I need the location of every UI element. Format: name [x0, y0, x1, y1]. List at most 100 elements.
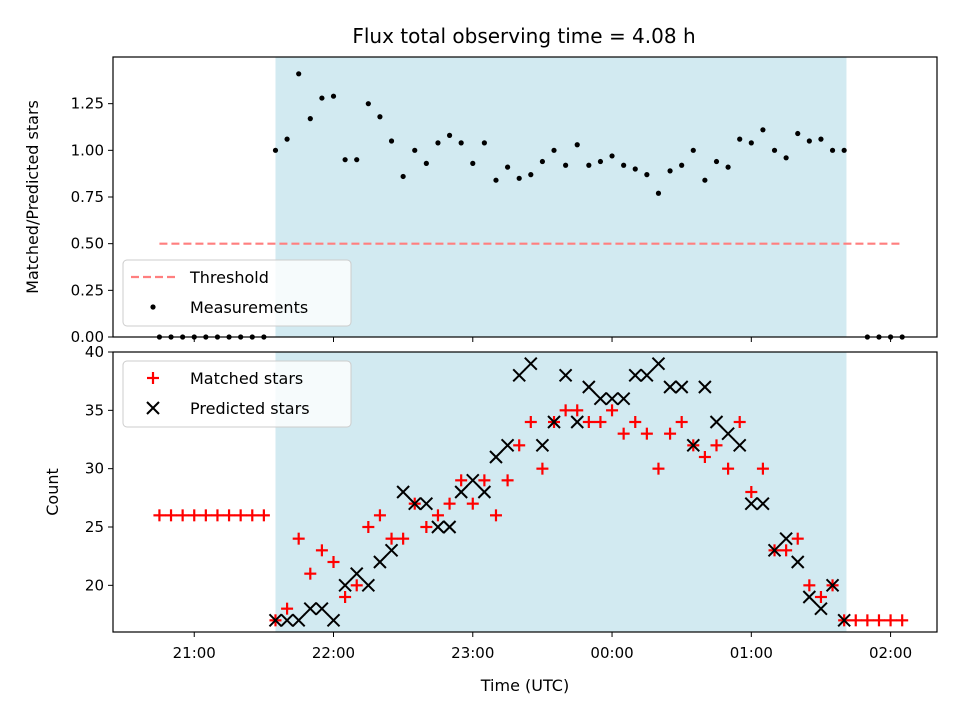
matched-star-point	[257, 509, 270, 522]
x-tick-label: 02:00	[869, 644, 912, 662]
measurement-point	[679, 162, 685, 168]
predicted-star-point	[640, 368, 654, 383]
predicted-star-point	[674, 380, 689, 394]
predicted-star-point	[837, 613, 851, 628]
measurement-point	[563, 162, 569, 168]
matched-star-point	[710, 439, 723, 452]
predicted-star-point	[605, 391, 619, 406]
matched-star-point	[292, 532, 305, 545]
predicted-star-b	[709, 415, 724, 429]
matched-star-point	[304, 567, 317, 580]
measurement-point	[760, 127, 766, 133]
y-tick-label: 1.25	[71, 95, 104, 113]
x-axis-label: Time (UTC)	[480, 676, 569, 695]
predicted-star-b	[408, 496, 422, 511]
measurement-point	[829, 147, 836, 153]
predicted-star-b	[837, 613, 851, 628]
measurement-point	[284, 136, 290, 142]
matched-star-point	[234, 509, 247, 522]
measurement-point	[725, 164, 731, 170]
predicted-star-b	[698, 380, 712, 394]
y-tick-label: 25	[85, 518, 104, 536]
measurement-point	[296, 71, 302, 77]
predicted-star-point	[500, 438, 515, 453]
predicted-star-point	[408, 496, 422, 511]
predicted-star-b	[384, 543, 399, 558]
predicted-star-b	[651, 356, 666, 371]
predicted-star-b	[535, 438, 550, 453]
legend-matched-label: Matched stars	[190, 369, 303, 388]
matched-star-point	[489, 509, 502, 522]
ratio-y-axis-label: Matched/Predicted stars	[23, 100, 42, 294]
predicted-star-b	[674, 380, 689, 394]
measurement-point	[655, 190, 662, 196]
matched-star-point	[373, 509, 386, 522]
matched-star-point	[849, 614, 862, 627]
predicted-star-b	[373, 555, 387, 569]
measurement-point	[795, 130, 801, 137]
predicted-star-point	[524, 356, 538, 371]
predicted-star-point	[802, 590, 817, 604]
predicted-star-point	[338, 578, 352, 593]
predicted-star-b	[605, 391, 619, 406]
predicted-star-point	[280, 613, 294, 628]
measurement-point	[539, 158, 546, 165]
predicted-star-b	[512, 368, 526, 383]
measurement-point	[551, 147, 557, 153]
matched-star-point	[350, 579, 363, 592]
matched-star-point	[675, 416, 688, 428]
y-tick-label: 30	[85, 460, 104, 478]
measurement-point	[632, 166, 638, 172]
matched-star-point	[513, 439, 526, 452]
matched-star-point	[501, 474, 514, 487]
matched-star-point	[722, 462, 735, 475]
predicted-star-point	[303, 601, 318, 616]
predicted-star-b	[547, 415, 561, 429]
x-tick-label: 22:00	[312, 644, 355, 662]
matched-star-point	[896, 614, 909, 627]
matched-star-point	[559, 404, 572, 417]
x-tick-label: 01:00	[730, 644, 773, 662]
predicted-star-point	[756, 496, 770, 511]
predicted-star-b	[431, 520, 445, 534]
matched-star-point	[803, 579, 816, 592]
matched-star-point	[884, 614, 897, 627]
predicted-star-b	[767, 543, 782, 558]
x-tick-label: 00:00	[590, 644, 633, 662]
measurement-point	[365, 101, 371, 107]
matched-star-point	[315, 544, 328, 557]
predicted-star-b	[291, 613, 306, 628]
matched-star-point	[466, 497, 479, 510]
matched-star-point	[629, 416, 642, 428]
measurement-point	[528, 172, 534, 178]
measurement-point	[609, 153, 615, 159]
predicted-star-b	[721, 426, 735, 441]
predicted-star-b	[779, 531, 793, 546]
count-y-axis-label: Count	[43, 468, 62, 516]
predicted-star-point	[396, 485, 410, 499]
predicted-star-b	[791, 555, 805, 569]
measurement-point	[412, 147, 418, 153]
measurement-point	[272, 147, 279, 153]
y-tick-label: 0.00	[71, 328, 104, 346]
measurement-point	[586, 162, 592, 168]
predicted-star-point	[558, 368, 573, 383]
predicted-star-point	[442, 520, 457, 534]
count-y-ticks: 20 25 30 35 40	[85, 343, 113, 594]
predicted-star-point	[466, 473, 480, 488]
count-x-ticks: 21:00 22:00 23:00 00:00 01:00 02:00	[173, 632, 912, 662]
measurement-point	[493, 177, 499, 183]
predicted-star-b	[593, 391, 608, 406]
matched-star-point	[664, 427, 677, 440]
ratio-legend: Threshold Measurements	[122, 259, 352, 327]
predicted-star-b	[419, 496, 434, 511]
measurement-point	[783, 155, 789, 161]
matched-star-point	[165, 509, 178, 522]
matched-star-point	[582, 416, 595, 428]
x-tick-label: 21:00	[173, 644, 216, 662]
predicted-star-point	[268, 613, 283, 628]
predicted-star-point	[616, 391, 631, 406]
matched-star-point	[652, 462, 665, 475]
predicted-star-point	[431, 520, 445, 534]
measurement-point	[748, 140, 754, 146]
